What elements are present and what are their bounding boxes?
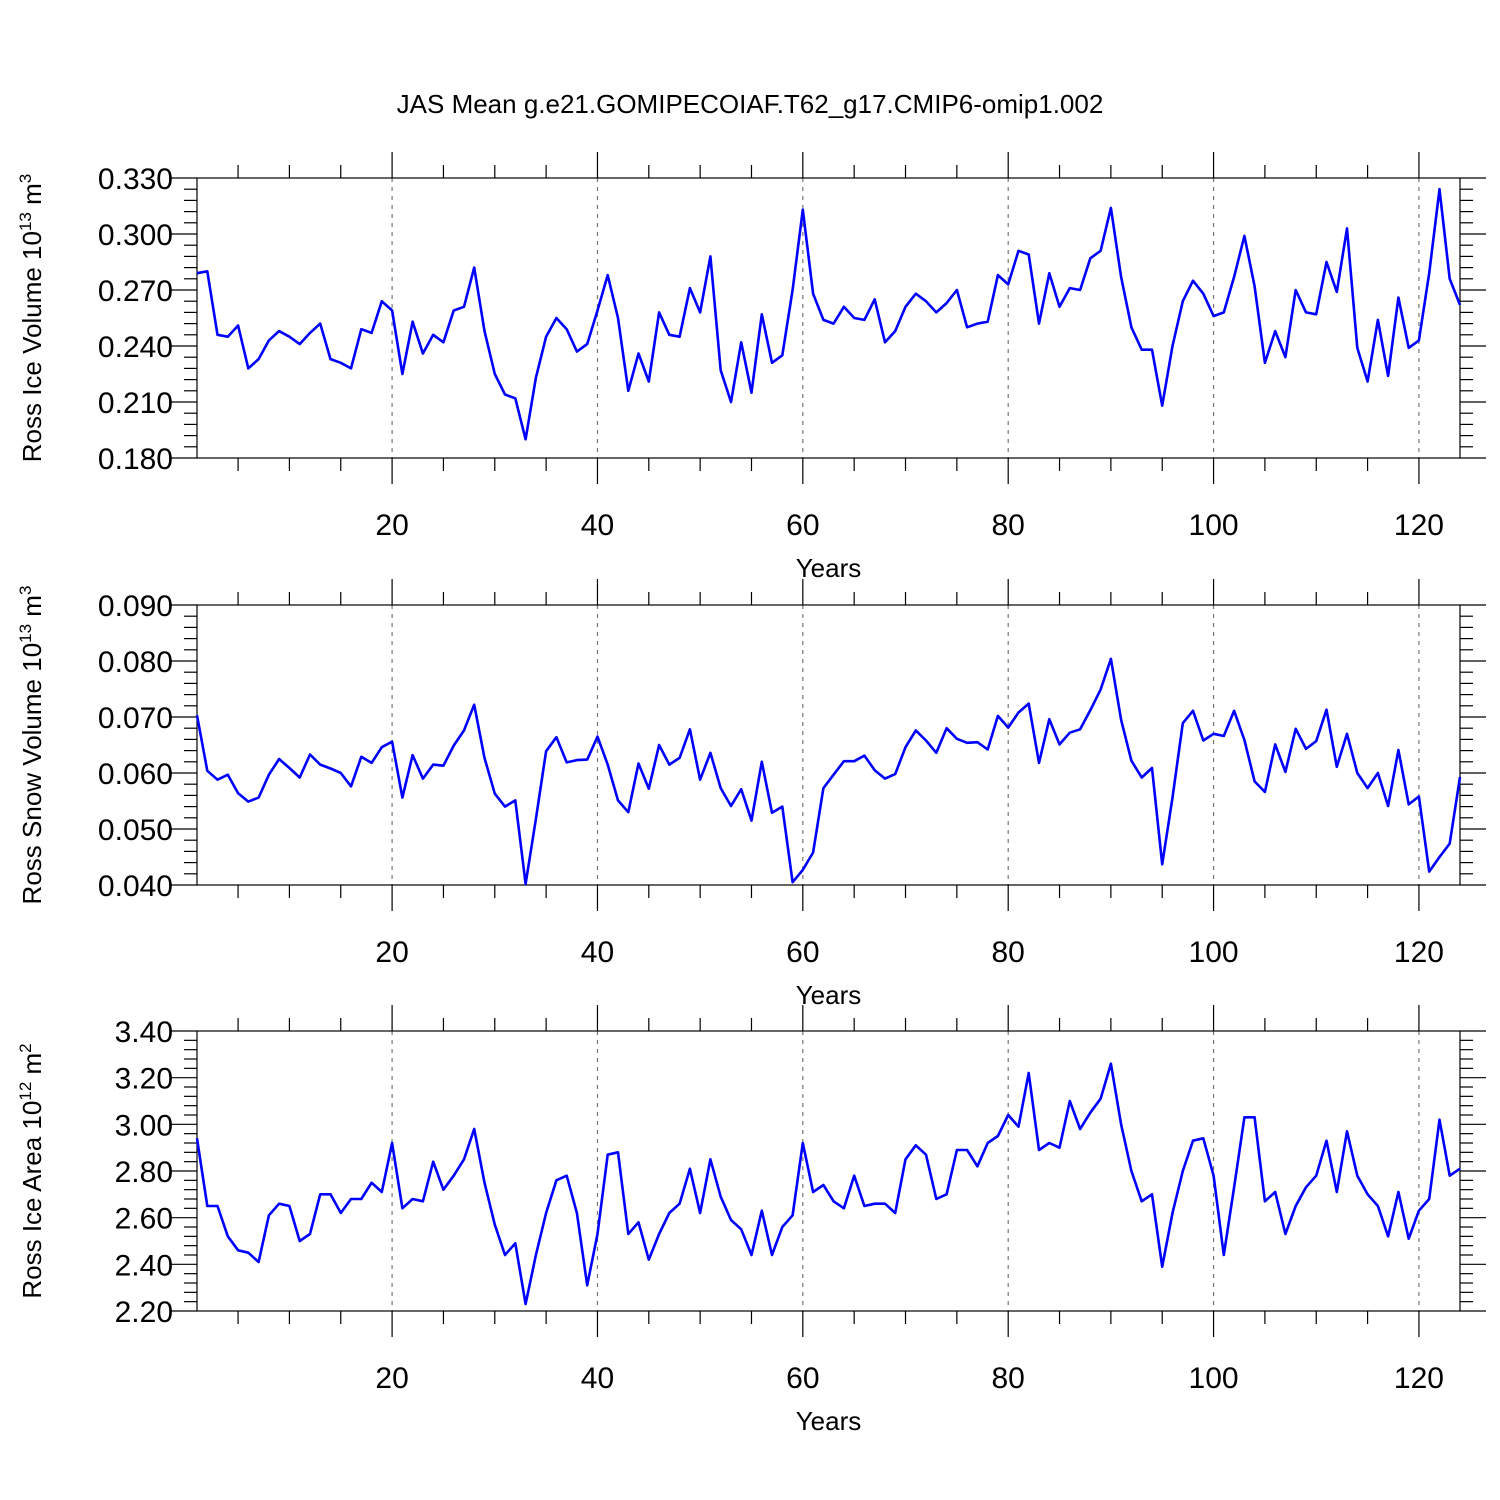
x-tick-label: 80 (992, 936, 1025, 969)
x-tick-label: 80 (992, 1362, 1025, 1395)
panels: 20 40 60 80 100 120 0.180 0.210 0.240 0.270 0.300 0… (16, 152, 1486, 1436)
y-tick-label: 2.60 (115, 1203, 173, 1236)
x-tick-label: 20 (375, 1362, 408, 1395)
y-tick-label: 3.40 (115, 1016, 173, 1049)
y-tick-label: 0.330 (98, 163, 173, 196)
x-tick-label: 40 (581, 1362, 614, 1395)
x-axis-title: Years (796, 980, 862, 1010)
y-tick-label: 0.240 (98, 331, 173, 364)
chart-panel-3: 20 40 60 80 100 120 2.20 2.40 2.60 2.80 3.00 3.20 3.… (16, 1005, 1486, 1436)
y-tick-label: 3.00 (115, 1109, 173, 1142)
y-tick-label: 2.20 (115, 1296, 173, 1329)
x-tick-label: 60 (786, 1362, 819, 1395)
x-tick-label: 80 (992, 509, 1025, 542)
plot-frame (196, 604, 1461, 886)
y-tick-label: 0.040 (98, 870, 173, 903)
y-tick-label: 0.080 (98, 646, 173, 679)
y-tick-label: 0.070 (98, 702, 173, 735)
chart-panel-1: 20 40 60 80 100 120 0.180 0.210 0.240 0.270 0.300 0… (16, 152, 1486, 583)
y-tick-label: 0.300 (98, 219, 173, 252)
series-line (195, 657, 1462, 886)
x-tick-label: 120 (1394, 509, 1444, 542)
plot-frame (196, 177, 1461, 459)
y-tick-label: 2.40 (115, 1249, 173, 1282)
x-axis-title: Years (796, 553, 862, 583)
y-axis-title: Ross Ice Area 1012 m2 (16, 1043, 47, 1298)
x-tick-label: 20 (375, 936, 408, 969)
y-tick-label: 0.050 (98, 814, 173, 847)
series-line (195, 1062, 1461, 1306)
chart-panel-2: 20 40 60 80 100 120 0.040 0.050 0.060 0.070 0.080 0… (16, 579, 1486, 1010)
x-tick-label: 120 (1394, 936, 1444, 969)
x-tick-label: 100 (1189, 1362, 1239, 1395)
y-tick-label: 0.180 (98, 443, 173, 476)
series-line (196, 187, 1462, 441)
x-tick-label: 40 (581, 936, 614, 969)
x-tick-label: 60 (786, 509, 819, 542)
y-axis-title: Ross Snow Volume 1013 m3 (16, 586, 47, 905)
y-tick-label: 0.090 (98, 590, 173, 623)
y-tick-label: 2.80 (115, 1156, 173, 1189)
x-axis-title: Years (796, 1406, 862, 1436)
figure-title: JAS Mean g.e21.GOMIPECOIAF.T62_g17.CMIP6… (397, 89, 1104, 119)
x-tick-label: 120 (1394, 1362, 1444, 1395)
y-tick-label: 0.210 (98, 387, 173, 420)
x-tick-label: 100 (1189, 509, 1239, 542)
y-tick-label: 3.20 (115, 1063, 173, 1096)
x-tick-label: 40 (581, 509, 614, 542)
y-axis-title: Ross Ice Volume 1013 m3 (16, 174, 47, 463)
x-tick-label: 60 (786, 936, 819, 969)
y-tick-label: 0.060 (98, 758, 173, 791)
x-tick-label: 100 (1189, 936, 1239, 969)
x-tick-label: 20 (375, 509, 408, 542)
y-tick-label: 0.270 (98, 275, 173, 308)
